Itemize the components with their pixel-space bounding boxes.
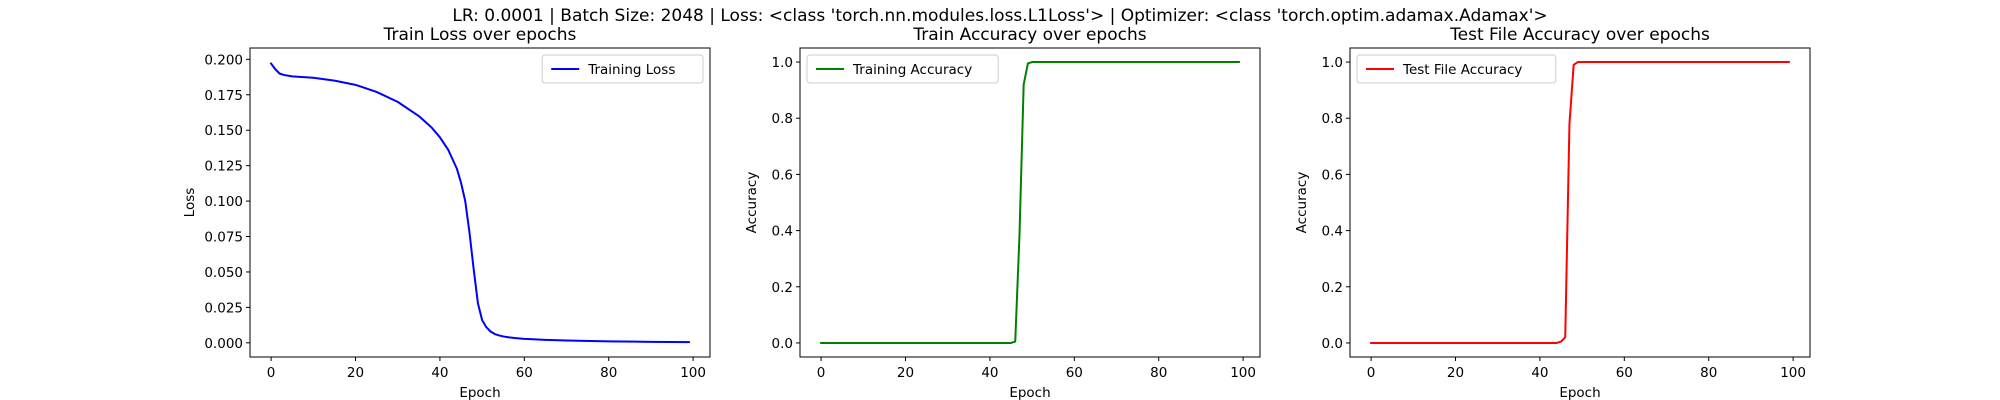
x-tick-label: 40: [981, 365, 998, 381]
legend-label: Training Accuracy: [852, 62, 972, 78]
series-line-1: [269, 62, 690, 344]
x-tick-label: 60: [1616, 365, 1633, 381]
chart-title: Train Accuracy over epochs: [912, 25, 1146, 45]
x-tick-label: 20: [897, 365, 914, 381]
y-tick-label: 0.000: [204, 336, 243, 352]
x-tick-label: 40: [1531, 365, 1548, 381]
y-tick-label: 0.8: [1322, 111, 1343, 127]
legend-box: [806, 54, 999, 84]
x-tick-label: 40: [431, 365, 448, 381]
x-tick-label: 0: [817, 365, 826, 381]
y-tick-label: 0.075: [204, 230, 243, 246]
y-tick-label: 0.4: [1322, 224, 1343, 240]
y-tick-label: 1.0: [1322, 55, 1343, 71]
x-axis-label: Epoch: [1009, 385, 1050, 400]
series-line-1: [1370, 61, 1790, 344]
x-tick-label: 100: [1230, 365, 1256, 381]
chart-panel-2: Train Accuracy over epochs 0 20 40 60 80 100 0.…: [744, 25, 1261, 400]
y-tick-label: 0.050: [204, 265, 243, 281]
x-tick-label: 0: [1367, 365, 1376, 381]
plot-area-frame: [249, 47, 711, 358]
plot-area-frame: [1349, 47, 1811, 358]
chart-panel-3: Test File Accuracy over epochs 0 20 40 60 80 1…: [1294, 25, 1811, 400]
x-tick-label: 100: [680, 365, 706, 381]
y-tick-label: 0.175: [204, 88, 243, 104]
x-tick-label: 0: [267, 365, 276, 381]
y-tick-label: 1.0: [772, 55, 793, 71]
figure-suptitle: LR: 0.0001 | Batch Size: 2048 | Loss: <c…: [452, 6, 1547, 26]
y-axis-label: Accuracy: [1294, 172, 1310, 234]
y-tick-label: 0.0: [772, 336, 793, 352]
x-axis-label: Epoch: [1559, 385, 1600, 400]
y-tick-label: 0.025: [204, 300, 243, 316]
legend: Training Accuracy: [806, 54, 999, 84]
y-tick-label: 0.4: [772, 224, 793, 240]
legend: Test File Accuracy: [1356, 54, 1557, 84]
x-tick-label: 60: [516, 365, 533, 381]
y-tick-label: 0.2: [1322, 280, 1343, 296]
y-tick-label: 0.150: [204, 123, 243, 139]
y-axis-label: Loss: [182, 188, 198, 218]
legend-box: [541, 54, 704, 84]
y-tick-label: 0.2: [772, 280, 793, 296]
x-tick-label: 80: [1150, 365, 1167, 381]
y-tick-label: 0.100: [204, 194, 243, 210]
y-tick-label: 0.125: [204, 159, 243, 175]
x-tick-label: 80: [600, 365, 617, 381]
y-tick-label: 0.8: [772, 111, 793, 127]
y-tick-label: 0.6: [1322, 167, 1343, 183]
chart-panel-1: Train Loss over epochs 0 20 40 60 80 100 0.000 0…: [182, 25, 711, 400]
x-tick-label: 80: [1700, 365, 1717, 381]
x-axis-label: Epoch: [459, 385, 500, 400]
y-tick-label: 0.6: [772, 167, 793, 183]
y-axis-label: Accuracy: [744, 172, 760, 234]
y-tick-label: 0.0: [1322, 336, 1343, 352]
x-tick-label: 20: [347, 365, 364, 381]
x-tick-label: 60: [1066, 365, 1083, 381]
x-tick-label: 20: [1447, 365, 1464, 381]
legend: Training Loss: [541, 54, 704, 84]
chart-title: Train Loss over epochs: [383, 25, 577, 45]
x-tick-label: 100: [1780, 365, 1806, 381]
y-tick-label: 0.200: [204, 52, 243, 68]
legend-box: [1356, 54, 1557, 84]
plot-area-frame: [799, 47, 1261, 358]
chart-title: Test File Accuracy over epochs: [1449, 25, 1710, 45]
legend-label: Test File Accuracy: [1402, 62, 1522, 78]
series-line-1: [820, 61, 1240, 344]
legend-label: Training Loss: [587, 62, 675, 78]
